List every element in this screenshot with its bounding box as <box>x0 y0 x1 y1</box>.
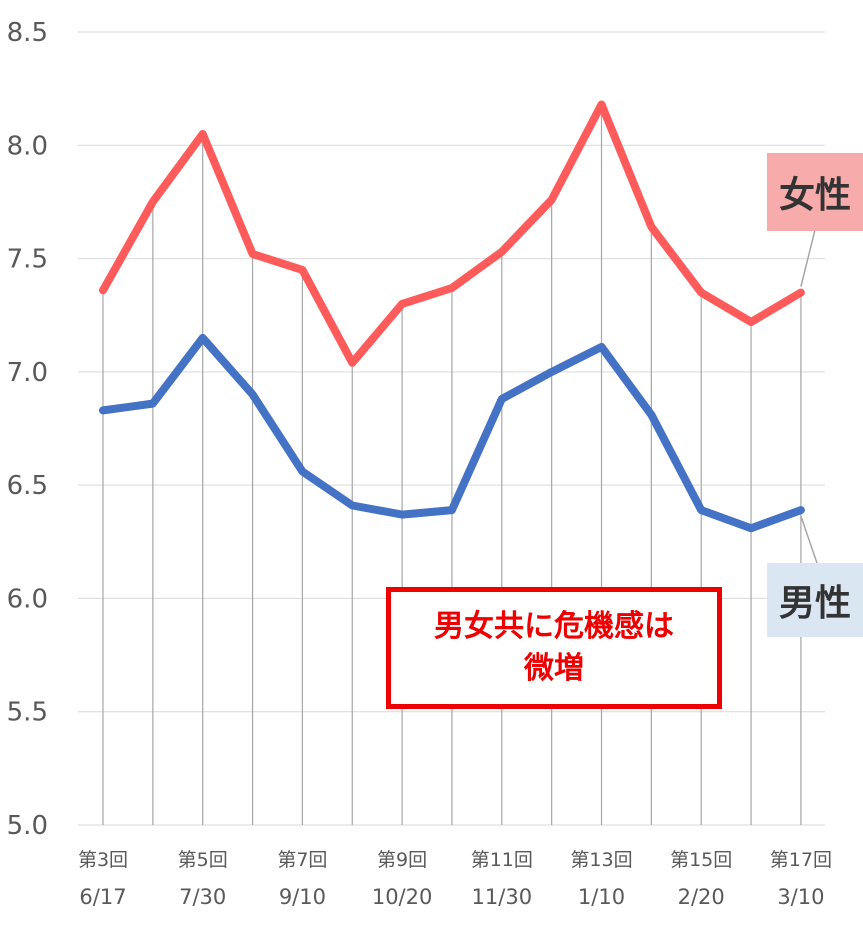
grid-lines <box>78 31 825 826</box>
x-tick-label: 第3回 <box>78 849 128 871</box>
series-line-male <box>99 333 805 533</box>
x-tick-label: 第15回 <box>670 849 732 871</box>
x-axis-ticks: 第3回 6/17 第5回 7/30 第7回 9/10 第9回 10/20 第11回 11/30 第1… <box>78 849 832 909</box>
y-tick-label: 5.5 <box>7 698 48 728</box>
leader-line-male <box>800 515 819 567</box>
leader-line-female <box>800 229 816 287</box>
y-tick-label: 5.0 <box>7 811 48 841</box>
series-lines <box>99 100 805 533</box>
y-tick-label: 8.0 <box>7 131 48 161</box>
x-tick-label: 第11回 <box>471 849 533 871</box>
x-tick-label: 第13回 <box>570 849 632 871</box>
y-tick-label: 8.5 <box>7 18 48 48</box>
y-tick-label: 7.0 <box>7 358 48 388</box>
legend-label-female: 女性 <box>767 153 863 231</box>
x-tick-date-label: 1/10 <box>578 885 625 909</box>
x-tick-date-label: 9/10 <box>279 885 326 909</box>
legend-leader-lines <box>800 229 819 567</box>
x-tick-label: 第17回 <box>770 849 832 871</box>
legend-label-male: 男性 <box>767 563 863 637</box>
x-tick-date-label: 6/17 <box>79 885 126 909</box>
annotation-callout: 男女共に危機感は 微増 <box>386 587 722 709</box>
series-line-female <box>99 100 805 367</box>
x-tick-label: 第5回 <box>178 849 228 871</box>
x-tick-label: 第7回 <box>277 849 327 871</box>
x-tick-date-label: 11/30 <box>472 885 533 909</box>
x-tick-label: 第9回 <box>377 849 427 871</box>
x-tick-date-label: 2/20 <box>678 885 725 909</box>
y-tick-label: 7.5 <box>7 245 48 275</box>
y-axis-ticks: 5.0 5.5 6.0 6.5 7.0 7.5 8.0 8.5 <box>7 18 48 841</box>
x-tick-date-label: 3/10 <box>777 885 824 909</box>
x-tick-date-label: 7/30 <box>179 885 226 909</box>
y-tick-label: 6.5 <box>7 471 48 501</box>
x-tick-date-label: 10/20 <box>372 885 433 909</box>
y-tick-label: 6.0 <box>7 584 48 614</box>
